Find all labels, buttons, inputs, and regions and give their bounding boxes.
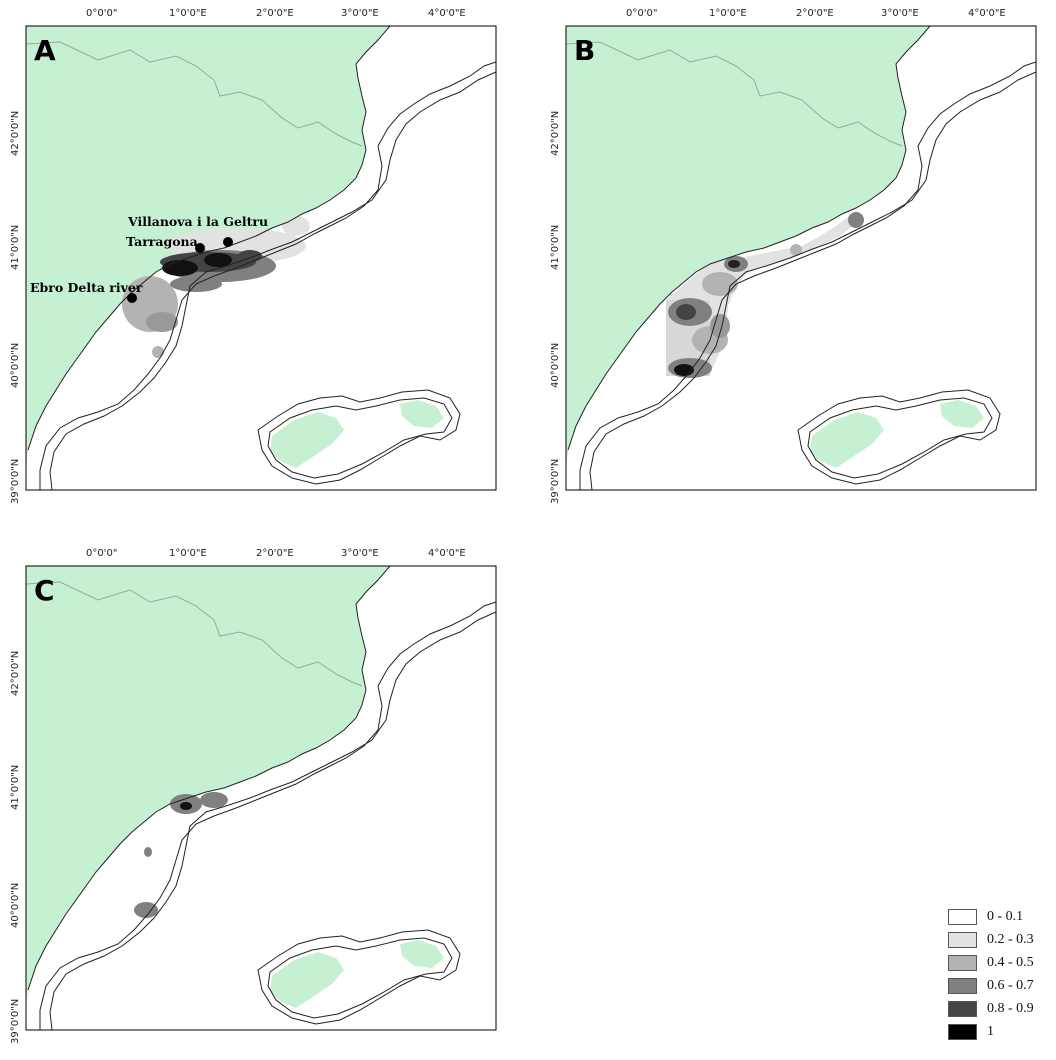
map-panel-b: B 0°0'0" 1°0'0"E 2°0'0"E 3°0'0"E 4°0'0"E… [540, 0, 1056, 510]
lat-tick-label: 41°0'0"N [10, 225, 21, 270]
lon-tick-label: 3°0'0"E [341, 548, 379, 559]
legend-swatch [948, 932, 977, 948]
lat-tick-label: 42°0'0"N [10, 111, 21, 156]
legend-label: 1 [987, 1024, 994, 1039]
lat-ticks: 42°0'0"N 41°0'0"N 40°0'0"N 39°0'0"N [550, 111, 561, 504]
lat-tick-label: 40°0'0"N [10, 883, 21, 928]
lat-tick-label: 41°0'0"N [550, 225, 561, 270]
lat-ticks: 42°0'0"N 41°0'0"N 40°0'0"N 39°0'0"N [10, 651, 21, 1044]
legend-item: 0.2 - 0.3 [948, 931, 1034, 949]
legend-label: 0.8 - 0.9 [987, 1001, 1034, 1016]
legend-swatch [948, 1001, 977, 1017]
place-marker-villanova [223, 237, 233, 247]
panel-label-a: A [34, 34, 56, 67]
lon-ticks: 0°0'0" 1°0'0"E 2°0'0"E 3°0'0"E 4°0'0"E [626, 8, 1006, 19]
lon-ticks: 0°0'0" 1°0'0"E 2°0'0"E 3°0'0"E 4°0'0"E [86, 548, 466, 559]
lon-ticks: 0°0'0" 1°0'0"E 2°0'0"E 3°0'0"E 4°0'0"E [86, 8, 466, 19]
lat-tick-label: 40°0'0"N [10, 343, 21, 388]
lon-tick-label: 3°0'0"E [881, 8, 919, 19]
map-frame [25, 25, 497, 491]
lon-tick-label: 2°0'0"E [796, 8, 834, 19]
island-mallorca [810, 412, 884, 468]
legend-item: 0 - 0.1 [948, 908, 1023, 926]
legend-label: 0.2 - 0.3 [987, 932, 1034, 947]
lon-tick-label: 1°0'0"E [169, 548, 207, 559]
place-label-ebro-delta: Ebro Delta river [30, 280, 143, 295]
legend-label: 0 - 0.1 [987, 909, 1024, 924]
legend-label: 0.6 - 0.7 [987, 978, 1034, 993]
place-label-tarragona: Tarragona [126, 234, 198, 249]
place-label-villanova: Villanova i la Geltru [127, 214, 268, 229]
country-border [26, 581, 363, 687]
country-border [26, 41, 363, 147]
panel-label-b: B [574, 34, 595, 67]
lat-tick-label: 39°0'0"N [10, 999, 21, 1044]
lon-tick-label: 4°0'0"E [428, 8, 466, 19]
probability-shading [134, 792, 228, 918]
lat-tick-label: 40°0'0"N [550, 343, 561, 388]
map-panel-c: C 0°0'0" 1°0'0"E 2°0'0"E 3°0'0"E 4°0'0"E… [0, 540, 520, 1056]
lon-tick-label: 2°0'0"E [256, 8, 294, 19]
legend-swatch [948, 909, 977, 925]
lon-tick-label: 0°0'0" [86, 8, 117, 19]
lat-ticks: 42°0'0"N 41°0'0"N 40°0'0"N 39°0'0"N [10, 111, 21, 504]
panel-label-c: C [34, 574, 55, 607]
country-border [566, 41, 903, 147]
island-menorca [400, 400, 444, 428]
legend-swatch [948, 978, 977, 994]
island-mallorca [270, 952, 344, 1008]
island-menorca [940, 400, 984, 428]
lat-tick-label: 39°0'0"N [10, 459, 21, 504]
island-mallorca [270, 412, 344, 468]
mainland [566, 26, 930, 470]
legend-item: 0.8 - 0.9 [948, 1000, 1034, 1018]
lon-tick-label: 2°0'0"E [256, 548, 294, 559]
lon-tick-label: 1°0'0"E [709, 8, 747, 19]
legend-label: 0.4 - 0.5 [987, 955, 1034, 970]
lon-tick-label: 4°0'0"E [968, 8, 1006, 19]
lat-tick-label: 41°0'0"N [10, 765, 21, 810]
place-marker-tarragona [195, 243, 205, 253]
lon-tick-label: 0°0'0" [626, 8, 657, 19]
map-frame [25, 565, 497, 1031]
lon-tick-label: 0°0'0" [86, 548, 117, 559]
lat-tick-label: 39°0'0"N [550, 459, 561, 504]
legend-item: 0.6 - 0.7 [948, 977, 1034, 995]
legend-item: 0.4 - 0.5 [948, 954, 1034, 972]
place-marker-ebro-delta [127, 293, 137, 303]
island-menorca [400, 940, 444, 968]
map-frame [565, 25, 1037, 491]
lat-tick-label: 42°0'0"N [550, 111, 561, 156]
legend-swatch [948, 1024, 977, 1040]
probability-shading [122, 216, 310, 358]
mainland [26, 566, 390, 1010]
lon-tick-label: 1°0'0"E [169, 8, 207, 19]
legend-item: 1 [948, 1023, 994, 1041]
lon-tick-label: 4°0'0"E [428, 548, 466, 559]
lat-tick-label: 42°0'0"N [10, 651, 21, 696]
map-panel-a: Villanova i la Geltru Tarragona Ebro Del… [0, 0, 520, 510]
legend-swatch [948, 955, 977, 971]
lon-tick-label: 3°0'0"E [341, 8, 379, 19]
